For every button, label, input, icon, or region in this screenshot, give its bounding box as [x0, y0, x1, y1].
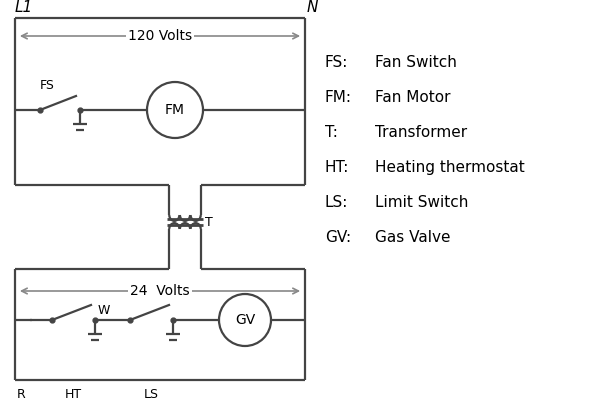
Text: LS: LS	[144, 388, 159, 400]
Text: L1: L1	[15, 0, 33, 15]
Text: Gas Valve: Gas Valve	[375, 230, 451, 245]
Text: W: W	[98, 304, 110, 317]
Text: FS: FS	[40, 79, 55, 92]
Text: Transformer: Transformer	[375, 125, 467, 140]
Text: LS:: LS:	[325, 195, 348, 210]
Text: GV:: GV:	[325, 230, 351, 245]
Text: Limit Switch: Limit Switch	[375, 195, 468, 210]
Text: N: N	[307, 0, 319, 15]
Text: T: T	[205, 216, 213, 228]
Text: Fan Motor: Fan Motor	[375, 90, 451, 105]
Text: FM:: FM:	[325, 90, 352, 105]
Text: R: R	[17, 388, 26, 400]
Text: FM: FM	[165, 103, 185, 117]
Text: HT: HT	[65, 388, 82, 400]
Text: 24  Volts: 24 Volts	[130, 284, 190, 298]
Text: HT:: HT:	[325, 160, 349, 175]
Text: Heating thermostat: Heating thermostat	[375, 160, 525, 175]
Text: T:: T:	[325, 125, 338, 140]
Text: Fan Switch: Fan Switch	[375, 55, 457, 70]
Text: GV: GV	[235, 313, 255, 327]
Text: FS:: FS:	[325, 55, 348, 70]
Text: 120 Volts: 120 Volts	[128, 29, 192, 43]
